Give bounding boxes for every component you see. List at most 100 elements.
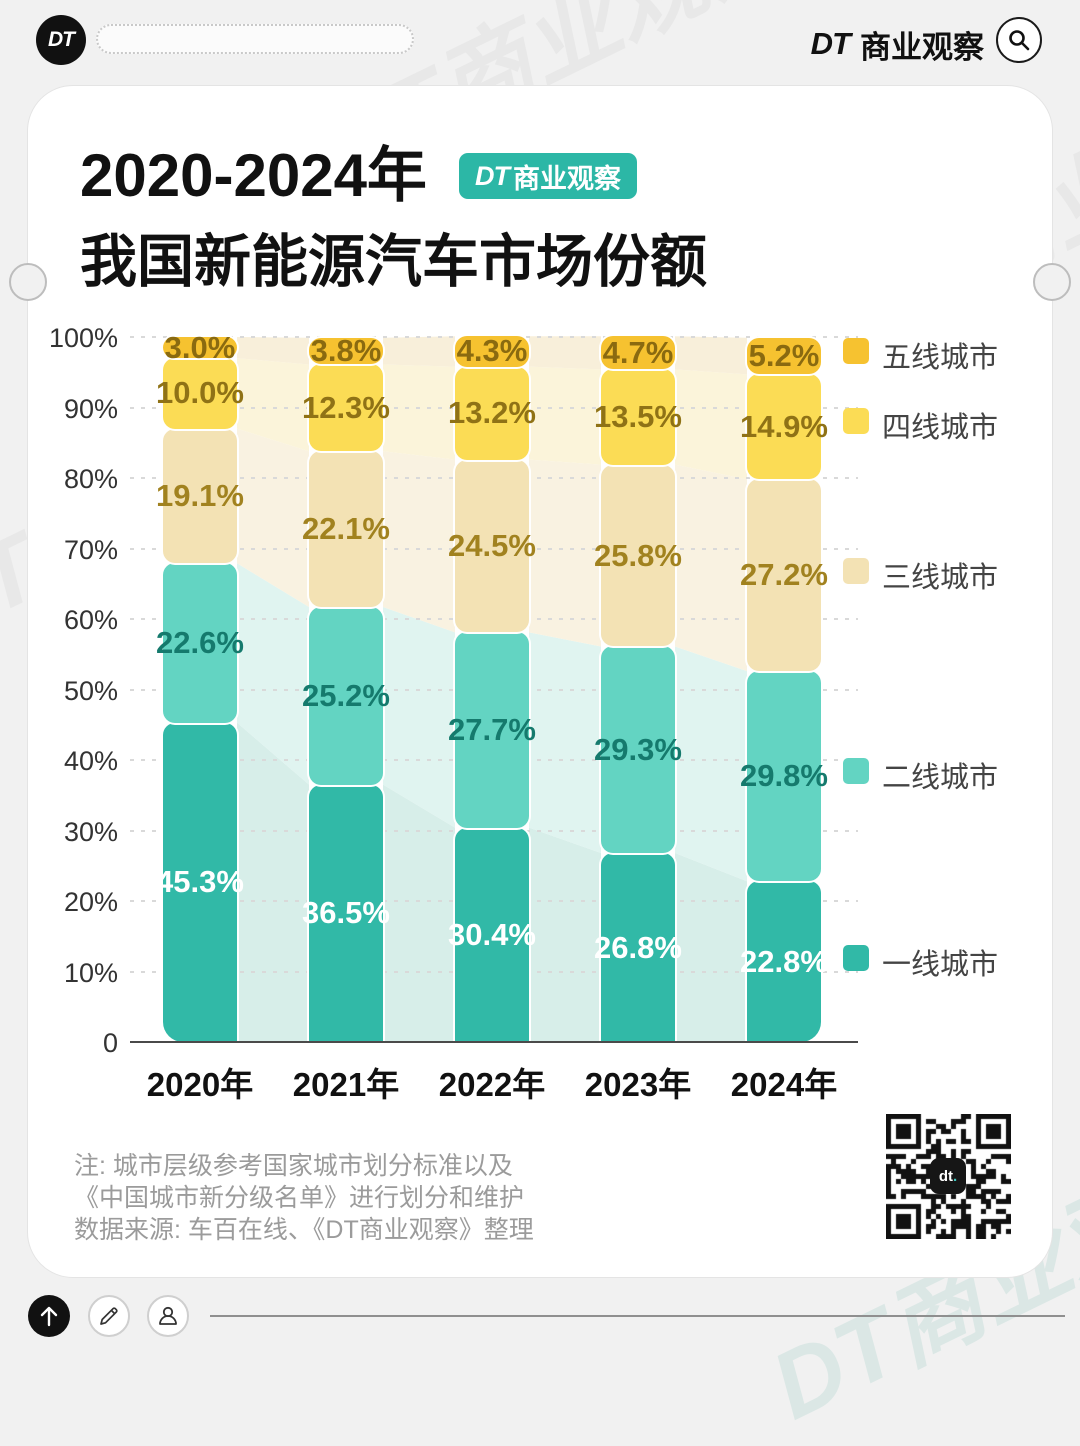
y-axis-tick: 20%	[63, 887, 118, 917]
legend-label: 五线城市	[882, 342, 999, 374]
flow-area	[675, 369, 747, 480]
back-to-top-button[interactable]	[28, 1295, 70, 1337]
y-axis-tick: 70%	[63, 534, 118, 565]
y-axis-tick: 50%	[63, 675, 118, 706]
flow-area	[237, 428, 309, 608]
bar-segment-2023年-四线城市: 13.5%	[594, 369, 682, 465]
flow-area	[383, 364, 455, 460]
qr-logo-dot: .	[953, 1167, 958, 1185]
flow-area	[529, 459, 601, 647]
legend-swatch	[843, 758, 869, 784]
flow-area	[237, 358, 309, 452]
legend-label: 三线城市	[882, 562, 999, 594]
edit-button[interactable]	[88, 1295, 130, 1337]
legend-label: 二线城市	[882, 762, 999, 794]
flow-area	[675, 853, 747, 1042]
x-axis-tick: 2022年	[438, 1066, 546, 1103]
badge-dt: DT	[475, 160, 510, 191]
flow-area	[237, 337, 309, 365]
flow-area	[529, 632, 601, 854]
bar-segment-2024年-五线城市: 5.2%	[747, 337, 821, 375]
flow-area	[383, 784, 455, 1042]
y-axis-tick: 60%	[63, 605, 118, 635]
x-axis-line	[130, 1041, 858, 1043]
flow-area	[529, 366, 601, 465]
y-axis-tick: 100%	[48, 323, 118, 353]
flow-area	[675, 464, 747, 672]
y-axis-tick: 10%	[63, 957, 118, 988]
bar-segment-2024年-二线城市: 29.8%	[740, 671, 828, 882]
x-axis-tick: 2020年	[146, 1066, 254, 1103]
card-notch-left	[9, 263, 47, 301]
x-axis-tick: 2023年	[584, 1066, 692, 1103]
bar-segment-2024年-一线城市: 22.8%	[740, 881, 828, 1042]
search-icon	[1009, 30, 1030, 51]
flow-area	[383, 451, 455, 633]
bar-segment-2020年-一线城市: 45.3%	[156, 722, 244, 1042]
bar-segment-2024年-四线城市: 14.9%	[740, 374, 828, 480]
legend-swatch	[843, 338, 869, 364]
flow-area	[237, 722, 309, 1042]
title-line-1: 2020-2024年	[80, 142, 427, 209]
brand-name: 商业观察	[860, 29, 984, 65]
bar-segment-2020年-二线城市: 22.6%	[156, 563, 244, 723]
bar-segment-2022年-二线城市: 27.7%	[448, 632, 536, 828]
y-axis-tick: 90%	[63, 393, 118, 424]
title-badge: DT 商业观察	[459, 153, 637, 199]
legend-label: 一线城市	[882, 949, 999, 981]
bar-segment-2023年-二线城市: 29.3%	[594, 646, 682, 854]
flow-area	[383, 336, 455, 367]
bar-segment-2023年-五线城市: 4.7%	[601, 334, 675, 370]
x-axis-tick: 2021年	[292, 1066, 400, 1103]
bar-segment-2022年-三线城市: 24.5%	[448, 459, 536, 633]
y-axis-tick: 0	[102, 1028, 118, 1058]
search-button[interactable]	[996, 17, 1042, 63]
legend-swatch	[843, 558, 869, 584]
qr-logo-text: dt	[938, 1167, 953, 1185]
card-notch-right	[1033, 263, 1071, 301]
bar-segment-2021年-四线城市: 12.3%	[302, 364, 390, 452]
flow-area	[675, 646, 747, 882]
note-line-2: 《中国城市新分级名单》进行划分和维护	[74, 1184, 525, 1212]
flow-area	[675, 336, 747, 375]
title-line-2: 我国新能源汽车市场份额	[80, 230, 707, 294]
bar-segment-2021年-五线城市: 3.8%	[309, 333, 383, 369]
bar-segment-2023年-三线城市: 25.8%	[594, 464, 682, 647]
y-axis-tick: 40%	[63, 746, 118, 776]
legend-label: 四线城市	[882, 412, 999, 444]
note-line-3: 数据来源: 车百在线、《DT商业观察》整理	[74, 1216, 534, 1244]
chart-flow-areas	[237, 336, 747, 1042]
y-axis-tick: 30%	[63, 816, 118, 847]
bar-segment-2022年-一线城市: 30.4%	[448, 827, 536, 1042]
flow-area	[529, 336, 601, 370]
legend-swatch	[843, 945, 869, 971]
bar-segment-2020年-五线城市: 3.0%	[163, 329, 237, 365]
note-line-1: 注: 城市层级参考国家城市划分标准以及	[74, 1152, 513, 1180]
badge-text: 商业观察	[513, 163, 621, 194]
search-input[interactable]	[96, 24, 414, 54]
footer-divider	[210, 1315, 1065, 1317]
brand-title: DT 商业观察	[810, 24, 984, 65]
flow-area	[383, 607, 455, 828]
bar-segment-2021年-三线城市: 22.1%	[302, 451, 390, 607]
dt-logo[interactable]: DT	[36, 15, 86, 65]
legend-swatch	[843, 408, 869, 434]
bar-segment-2023年-一线城市: 26.8%	[594, 853, 682, 1042]
person-icon	[159, 1306, 177, 1325]
pencil-icon	[100, 1307, 118, 1325]
bar-segment-2022年-五线城市: 4.3%	[455, 333, 529, 369]
bar-segment-2021年-一线城市: 36.5%	[302, 784, 390, 1042]
bar-segment-2022年-四线城市: 13.2%	[448, 366, 536, 460]
dt-logo-text: DT	[48, 28, 75, 51]
bar-segment-2020年-三线城市: 19.1%	[156, 428, 244, 564]
profile-button[interactable]	[147, 1295, 189, 1337]
y-axis-tick: 80%	[63, 464, 118, 494]
up-arrow-icon	[40, 1306, 58, 1327]
x-axis-tick: 2024年	[730, 1066, 838, 1103]
bar-segment-2024年-三线城市: 27.2%	[740, 479, 828, 672]
bar-segment-2020年-四线城市: 10.0%	[156, 358, 244, 429]
qr-center-logo: dt.	[930, 1158, 966, 1194]
bar-segment-2021年-二线城市: 25.2%	[302, 607, 390, 785]
flow-area	[529, 827, 601, 1042]
brand-dt: DT	[810, 26, 851, 61]
